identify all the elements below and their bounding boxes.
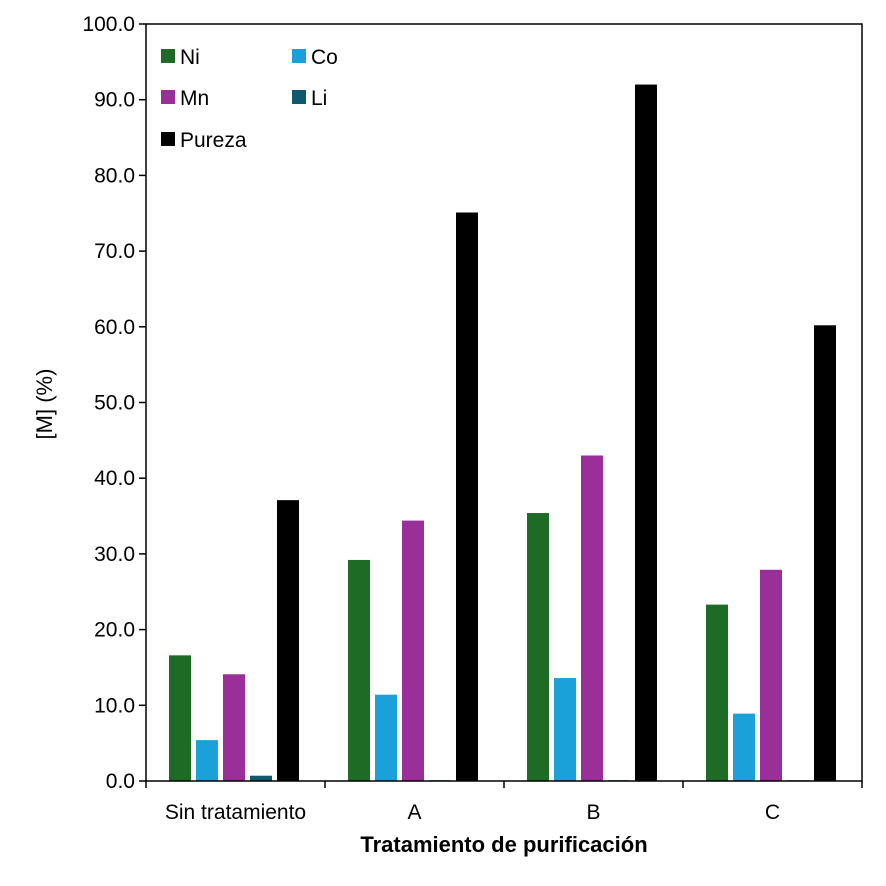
bar-mn-3	[581, 455, 603, 781]
x-tick-label: Sin tratamiento	[165, 801, 306, 824]
bar-co-4	[733, 713, 755, 781]
legend-swatch-co	[292, 49, 306, 63]
x-tick-label: A	[407, 801, 421, 824]
y-tick-label: 60.0	[94, 316, 135, 339]
bar-ni-1	[169, 655, 191, 781]
bars-layer	[169, 84, 836, 782]
bar-mn-2	[402, 520, 424, 781]
bar-pureza-2	[456, 212, 478, 782]
legend: Ni Co Mn Li Pureza	[161, 46, 338, 152]
legend-label-ni: Ni	[180, 46, 200, 69]
bar-mn-4	[760, 569, 782, 781]
bar-pureza-3	[635, 84, 657, 781]
legend-swatch-ni	[161, 49, 175, 63]
legend-label-mn: Mn	[180, 87, 209, 110]
x-tick-label: C	[765, 801, 780, 824]
axes-layer	[145, 23, 863, 782]
legend-swatch-pureza	[161, 132, 175, 146]
y-tick-label: 100.0	[82, 13, 135, 36]
bar-co-1	[196, 740, 218, 781]
legend-label-pureza: Pureza	[180, 129, 247, 152]
y-tick-label: 80.0	[94, 164, 135, 187]
bar-mn-1	[223, 674, 245, 781]
y-tick-label: 0.0	[106, 770, 135, 793]
legend-label-li: Li	[311, 87, 327, 110]
bar-pureza-4	[814, 325, 836, 781]
bar-co-2	[375, 694, 397, 781]
y-tick-label: 40.0	[94, 467, 135, 490]
y-tick-label: 30.0	[94, 543, 135, 566]
legend-label-co: Co	[311, 46, 338, 69]
y-tick-label: 70.0	[94, 240, 135, 263]
x-tick-label: B	[586, 801, 600, 824]
plot-frame	[145, 23, 863, 782]
y-tick-label: 10.0	[94, 694, 135, 717]
legend-swatch-li	[292, 90, 306, 104]
bar-ni-2	[348, 559, 370, 781]
bar-li-1	[250, 775, 272, 781]
y-tick-label: 90.0	[94, 89, 135, 112]
bar-ni-4	[706, 604, 728, 781]
bar-ni-3	[527, 513, 549, 781]
y-tick-label: 50.0	[94, 392, 135, 415]
bar-pureza-1	[277, 500, 299, 781]
x-axis-title: Tratamiento de purificación	[360, 832, 647, 857]
y-tick-label: 20.0	[94, 619, 135, 642]
ticks-layer: 0.0 10.0 20.0 30.0 40.0 50.0 60.0 70.0 80.0 90.0 1…	[82, 13, 863, 824]
bar-co-3	[554, 678, 576, 781]
legend-swatch-mn	[161, 90, 175, 104]
y-axis-title: [M] (%)	[32, 369, 57, 440]
